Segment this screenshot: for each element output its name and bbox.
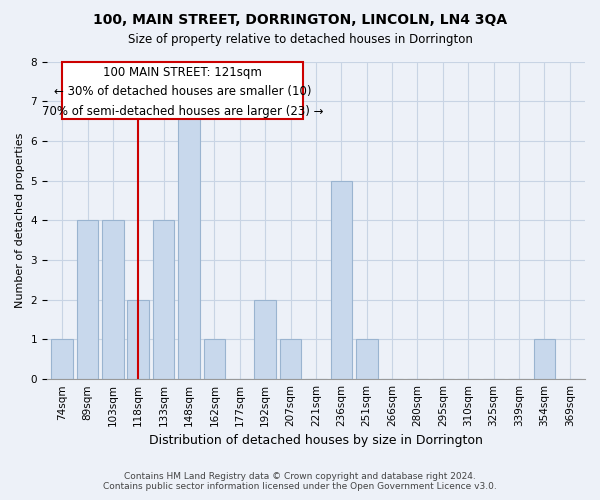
- Text: Size of property relative to detached houses in Dorrington: Size of property relative to detached ho…: [128, 32, 472, 46]
- Text: 100, MAIN STREET, DORRINGTON, LINCOLN, LN4 3QA: 100, MAIN STREET, DORRINGTON, LINCOLN, L…: [93, 12, 507, 26]
- Text: 70% of semi-detached houses are larger (23) →: 70% of semi-detached houses are larger (…: [42, 104, 323, 118]
- Bar: [127, 300, 149, 379]
- Text: Contains HM Land Registry data © Crown copyright and database right 2024.
Contai: Contains HM Land Registry data © Crown c…: [103, 472, 497, 491]
- Bar: [178, 101, 200, 379]
- Bar: [153, 220, 175, 379]
- FancyBboxPatch shape: [62, 62, 303, 119]
- Text: 100 MAIN STREET: 121sqm: 100 MAIN STREET: 121sqm: [103, 66, 262, 80]
- Bar: [102, 220, 124, 379]
- Bar: [52, 340, 73, 379]
- Bar: [356, 340, 377, 379]
- Y-axis label: Number of detached properties: Number of detached properties: [15, 132, 25, 308]
- Bar: [533, 340, 555, 379]
- Bar: [280, 340, 301, 379]
- Text: ← 30% of detached houses are smaller (10): ← 30% of detached houses are smaller (10…: [54, 86, 311, 98]
- Bar: [331, 180, 352, 379]
- Bar: [254, 300, 276, 379]
- Bar: [203, 340, 225, 379]
- X-axis label: Distribution of detached houses by size in Dorrington: Distribution of detached houses by size …: [149, 434, 483, 448]
- Bar: [77, 220, 98, 379]
